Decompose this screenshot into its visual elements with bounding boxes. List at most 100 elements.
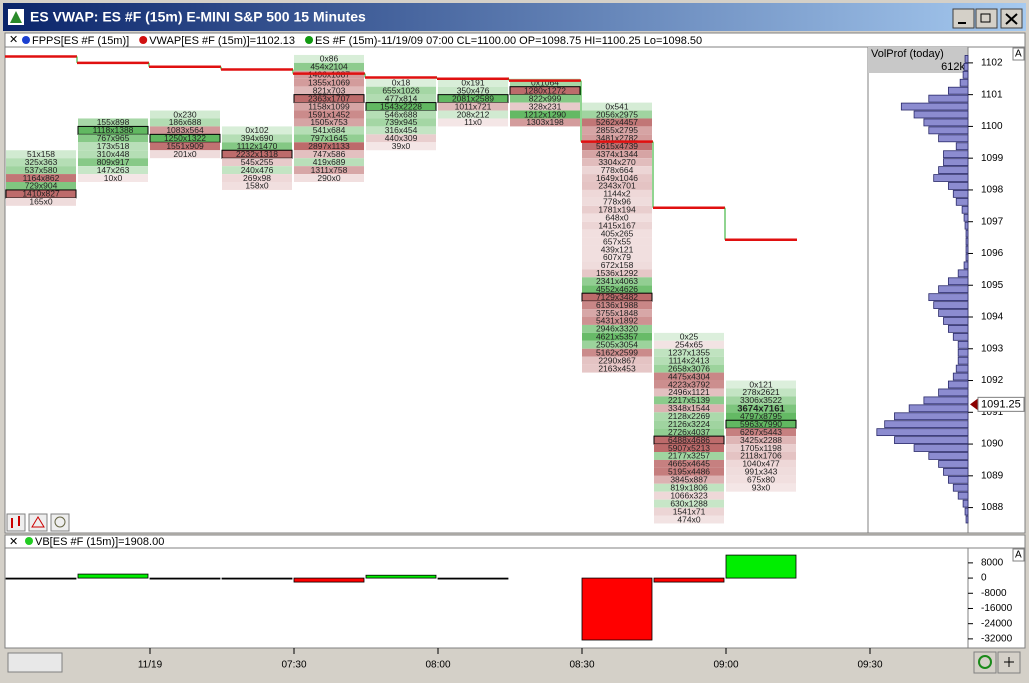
footprint-cell-text: 165x0 <box>29 197 52 207</box>
scroll-box[interactable] <box>7 652 63 673</box>
footprint-cell <box>294 78 364 87</box>
footprint-cell-text: 0x1064 <box>531 77 559 87</box>
footprint-cell <box>726 428 796 437</box>
profile-bar <box>952 372 969 381</box>
footprint-cell <box>294 174 364 182</box>
footprint-cell <box>582 356 652 365</box>
footprint-cell <box>654 483 724 492</box>
profile-max: 612k <box>941 61 965 73</box>
footprint-cell <box>510 118 580 127</box>
indicator-autoscale[interactable] <box>1012 548 1025 562</box>
footprint-cell-text: 290x0 <box>317 173 340 183</box>
profile-bar <box>923 396 969 405</box>
footprint-cell <box>6 150 76 159</box>
footprint-cell <box>150 126 220 135</box>
refresh-glyph <box>978 655 992 669</box>
footprint-cell <box>725 419 797 429</box>
footprint-cell-text: 5162x2599 <box>596 347 638 357</box>
footprint-cell-text: 0x102 <box>245 125 268 135</box>
x-tick-label: 08:00 <box>425 660 450 671</box>
footprint-cell-text: 0x191 <box>461 77 484 87</box>
footprint-cell <box>366 94 436 103</box>
footprint-cell-text: 0x25 <box>680 332 699 342</box>
title-bar <box>3 3 1026 31</box>
profile-bar <box>965 229 969 238</box>
profile-bar <box>938 166 969 174</box>
tool-xyz-glyph <box>31 516 45 528</box>
tool-bars[interactable] <box>6 513 26 532</box>
profile-bar <box>900 102 969 111</box>
y2-tick-label: -16000 <box>981 603 1013 614</box>
footprint-cell-text: 6488x4686 <box>668 435 710 445</box>
profile-bar <box>938 460 969 468</box>
footprint-cell-text: 173x518 <box>97 141 130 151</box>
footprint-cell <box>654 420 724 429</box>
tool-clock[interactable] <box>50 513 70 532</box>
autoscale-button[interactable] <box>1012 47 1025 61</box>
footprint-cell <box>582 102 652 111</box>
footprint-cell <box>294 118 364 127</box>
footprint-cell-text: 545x255 <box>241 157 274 167</box>
profile-bar <box>894 436 969 444</box>
footprint-cell-text: 350x476 <box>457 85 490 95</box>
legend-dot <box>305 36 314 44</box>
footprint-cell <box>582 221 652 230</box>
footprint-cell-text: 1114x2413 <box>669 355 710 365</box>
footprint-cell-text: 1505x753 <box>310 117 348 127</box>
footprint-cell <box>78 174 148 182</box>
footprint-cell-text: 3425x2288 <box>740 435 782 445</box>
footprint-cell-text: 2855x2795 <box>596 125 638 135</box>
y-tick-label: 1091 <box>981 407 1004 418</box>
restore-button[interactable] <box>975 8 998 29</box>
profile-bar <box>938 134 969 143</box>
indicator-close[interactable]: ✕ <box>9 536 18 548</box>
profile-bar <box>964 221 969 230</box>
footprint-cell <box>582 142 652 151</box>
footprint-cell-text: 675x80 <box>747 475 775 485</box>
footprint-cell-text: 240x476 <box>241 165 274 175</box>
legend-text: VWAP[ES #F (15m)]=1102.13 <box>149 35 295 47</box>
footprint-cell-text: 821x703 <box>313 85 346 95</box>
footprint-cell-text: 778x96 <box>603 197 631 207</box>
profile-bar <box>943 158 969 167</box>
footprint-cell <box>654 444 724 452</box>
price-axis <box>967 46 1026 534</box>
footprint-cell-text: 2658x3076 <box>668 363 710 373</box>
y-tick-label: 1093 <box>981 343 1004 354</box>
footprint-cell-text: 1311x758 <box>311 165 348 175</box>
minimize-button[interactable] <box>952 8 975 29</box>
footprint-cell <box>726 483 796 492</box>
footprint-cell-text: 5907x5213 <box>668 443 710 453</box>
footprint-cell <box>438 102 508 111</box>
footprint-cell-text: 2505x3054 <box>596 340 638 350</box>
footprint-cell <box>510 78 580 87</box>
tool-clock-glyph <box>54 516 66 528</box>
footprint-cell-text: 440x309 <box>385 133 418 143</box>
legend-close[interactable]: ✕ <box>9 34 18 46</box>
refresh-button[interactable] <box>973 651 997 674</box>
footprint-cell <box>654 499 724 508</box>
footprint-cell-text: 1415x167 <box>598 220 636 230</box>
footprint-cell-text: 1066x323 <box>670 490 708 500</box>
footprint-cell-text: 1536x1292 <box>596 268 638 278</box>
footprint-cell-text: 1410x827 <box>22 189 60 199</box>
footprint-cell-text: 1250x1322 <box>164 133 206 143</box>
footprint-cell <box>294 62 364 71</box>
footprint-cell <box>294 110 364 119</box>
profile-bar <box>943 467 969 476</box>
footprint-cell <box>438 86 508 95</box>
footprint-cell <box>654 348 724 357</box>
footprint-cell <box>582 364 652 373</box>
footprint-cell-text: 278x2621 <box>742 387 780 397</box>
footprint-cell <box>222 134 292 143</box>
legend-text: ES #F (15m)-11/19/09 07:00 CL=1100.00 OP… <box>315 35 702 47</box>
footprint-cell <box>222 182 292 190</box>
y-tick-label: 1099 <box>981 153 1004 164</box>
footprint-cell <box>6 158 76 167</box>
profile-bar <box>952 190 969 198</box>
footprint-cell-text: 269x98 <box>243 173 271 183</box>
footprint-cell-text: 2217x5139 <box>668 395 710 405</box>
footprint-cell-text: 1118x1388 <box>93 125 134 135</box>
footprint-cell <box>6 182 76 190</box>
footprint-cell-text: 747x586 <box>313 149 346 159</box>
